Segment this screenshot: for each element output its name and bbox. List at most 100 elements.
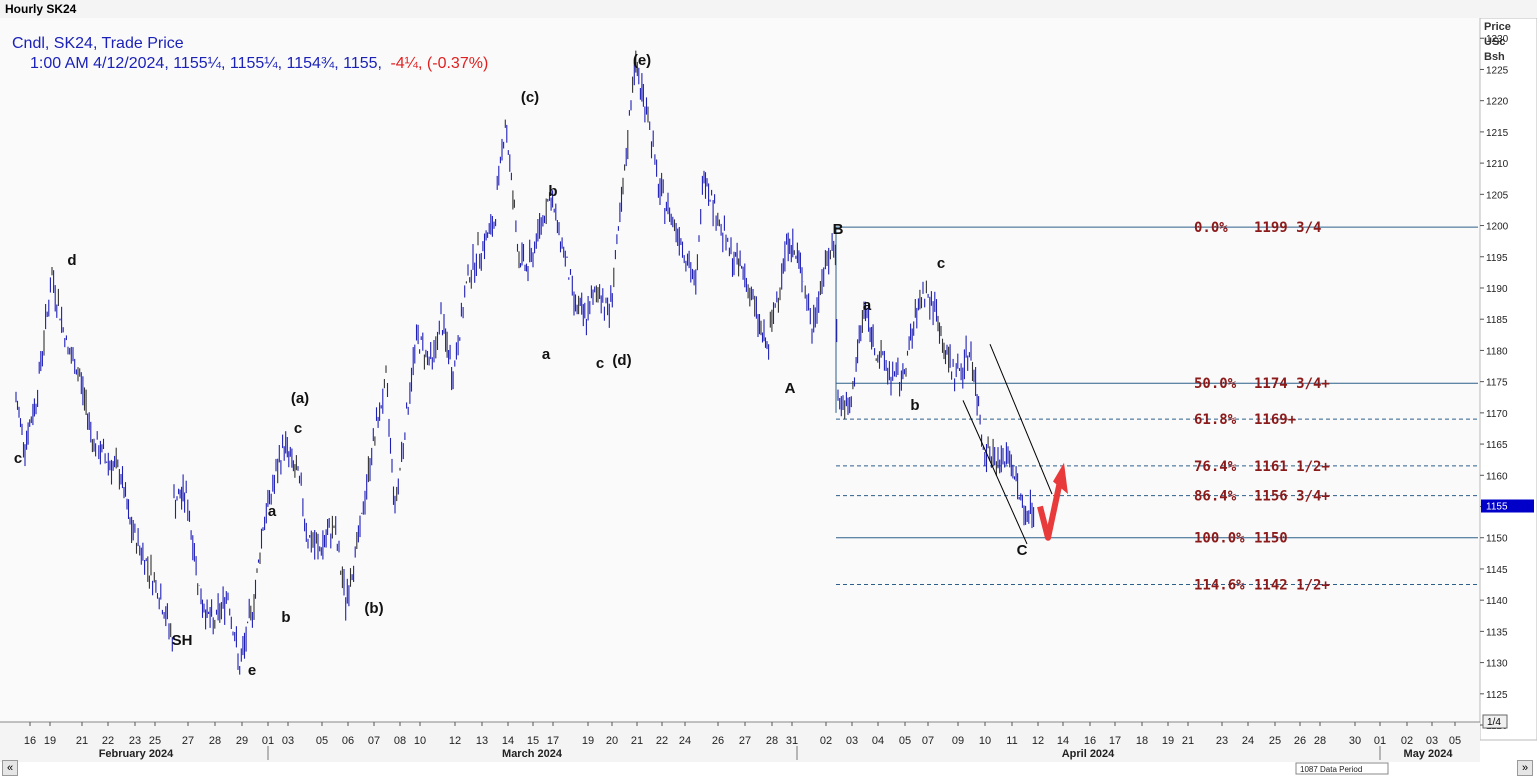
- y-tick-label: 1150: [1486, 534, 1508, 545]
- x-tick-label: 16: [24, 735, 36, 747]
- x-tick-label: 27: [182, 735, 194, 747]
- wave-label: SH: [172, 632, 193, 649]
- x-tick-label: 05: [1449, 735, 1461, 747]
- scroll-right-button[interactable]: »: [1517, 760, 1533, 776]
- wave-label: (c): [521, 89, 539, 106]
- x-tick-label: 10: [979, 735, 991, 747]
- x-tick-label: 02: [1401, 735, 1413, 747]
- x-tick-label: 21: [1182, 735, 1194, 747]
- series-name: Cndl, SK24, Trade Price: [12, 35, 184, 52]
- x-tick-label: 14: [1057, 735, 1069, 747]
- y-tick-label: 1220: [1486, 97, 1509, 108]
- wave-label: c: [596, 355, 604, 372]
- scroll-left-button[interactable]: «: [2, 760, 18, 776]
- x-tick-label: 16: [1084, 735, 1096, 747]
- x-tick-label: 15: [527, 735, 539, 747]
- fib-pct-label: 0.0%: [1194, 220, 1228, 236]
- x-tick-label: 01: [1374, 735, 1386, 747]
- ohlc-readout: 1:00 AM 4/12/2024, 1155¼, 1155¼, 1154¾, …: [30, 55, 488, 72]
- wave-label: d: [67, 252, 76, 269]
- x-tick-label: 01: [262, 735, 274, 747]
- x-tick-label: 10: [414, 735, 426, 747]
- y-tick-label: 1230: [1486, 34, 1509, 45]
- x-tick-label: 09: [952, 735, 964, 747]
- y-tick-label: 1125: [1486, 690, 1508, 701]
- x-tick-label: 22: [656, 735, 668, 747]
- x-tick-label: 25: [1269, 735, 1281, 747]
- x-tick-label: 19: [1162, 735, 1174, 747]
- y-tick-label: 1185: [1486, 315, 1508, 326]
- x-tick-label: 28: [1314, 735, 1326, 747]
- projection-arrow-head: [1053, 462, 1068, 495]
- x-tick-label: 19: [44, 735, 56, 747]
- fib-pct-label: 86.4%: [1194, 489, 1237, 505]
- fib-price-label: 1142 1/2+: [1254, 578, 1330, 594]
- fib-pct-label: 61.8%: [1194, 412, 1237, 428]
- data-period-label: 1087 Data Period: [1300, 765, 1362, 774]
- x-tick-label: 25: [149, 735, 161, 747]
- x-tick-label: 05: [316, 735, 328, 747]
- projection-arrow: [1037, 480, 1063, 541]
- x-month-label: February 2024: [99, 748, 174, 760]
- wave-label: a: [268, 503, 277, 520]
- y-tick-label: 1165: [1486, 440, 1508, 451]
- fib-price-label: 1174 3/4+: [1254, 376, 1330, 392]
- window-title: Hourly SK24: [5, 2, 77, 16]
- wave-label: c: [937, 255, 945, 272]
- x-tick-label: 22: [102, 735, 114, 747]
- wave-label: a: [863, 297, 872, 314]
- y-tick-label: 1175: [1486, 378, 1508, 389]
- x-tick-label: 03: [282, 735, 294, 747]
- fib-price-label: 1199 3/4: [1254, 220, 1321, 236]
- wave-label: c: [294, 420, 302, 437]
- wave-label: (b): [364, 600, 383, 617]
- x-tick-label: 26: [1294, 735, 1306, 747]
- x-tick-label: 29: [236, 735, 248, 747]
- fib-price-label: 1161 1/2+: [1254, 459, 1330, 475]
- wave-label: C: [1017, 542, 1028, 559]
- x-tick-label: 07: [922, 735, 934, 747]
- wave-label: (a): [291, 390, 309, 407]
- y-tick-label: 1195: [1486, 253, 1508, 264]
- current-price-marker: [1481, 499, 1534, 513]
- y-axis-unit: USc: [1484, 36, 1505, 48]
- x-tick-label: 21: [631, 735, 643, 747]
- price-chart[interactable]: c d SH e a b (a) c (b) (c) b a c (d) (e) A Ba b c C 0.0% 119…: [0, 18, 1537, 778]
- y-tick-label: 1210: [1486, 159, 1509, 170]
- ohlc-values: 1:00 AM 4/12/2024, 1155¼, 1155¼, 1154¾, …: [30, 55, 382, 72]
- x-tick-label: 28: [209, 735, 221, 747]
- x-tick-label: 20: [606, 735, 618, 747]
- wave-label: e: [248, 662, 256, 679]
- wave-label: b: [281, 609, 290, 626]
- wave-label: B: [833, 221, 844, 238]
- x-tick-label: 23: [129, 735, 141, 747]
- y-axis-panel: [1479, 18, 1537, 741]
- fib-price-label: 1156 3/4+: [1254, 489, 1330, 505]
- y-tick-label: 1170: [1486, 409, 1508, 420]
- x-tick-label: 26: [712, 735, 724, 747]
- wave-label: (d): [612, 352, 631, 369]
- channel-upper-line: [989, 343, 1053, 495]
- fib-pct-label: 50.0%: [1194, 376, 1237, 392]
- y-tick-label: 1215: [1486, 128, 1509, 139]
- x-tick-label: 17: [1109, 735, 1121, 747]
- wave-label: (e): [633, 52, 651, 69]
- channel-lower-line: [962, 400, 1028, 545]
- x-tick-label: 14: [502, 735, 514, 747]
- y-tick-label: 1135: [1486, 627, 1508, 638]
- period-badge-text: 1/4: [1487, 717, 1501, 728]
- x-month-label: March 2024: [502, 748, 563, 760]
- data-period-box: [1295, 762, 1389, 775]
- fib-pct-label: 100.0%: [1194, 531, 1245, 547]
- x-tick-label: 18: [1136, 735, 1148, 747]
- y-tick-label: 1145: [1486, 565, 1508, 576]
- x-tick-label: 03: [846, 735, 858, 747]
- fib-pct-label: 114.6%: [1194, 578, 1245, 594]
- period-badge[interactable]: [1482, 714, 1508, 729]
- x-tick-label: 24: [1242, 735, 1254, 747]
- x-tick-label: 21: [76, 735, 88, 747]
- x-tick-label: 30: [1349, 735, 1361, 747]
- x-tick-label: 19: [582, 735, 594, 747]
- y-tick-label: 1130: [1486, 659, 1508, 670]
- fib-pct-label: 76.4%: [1194, 459, 1237, 475]
